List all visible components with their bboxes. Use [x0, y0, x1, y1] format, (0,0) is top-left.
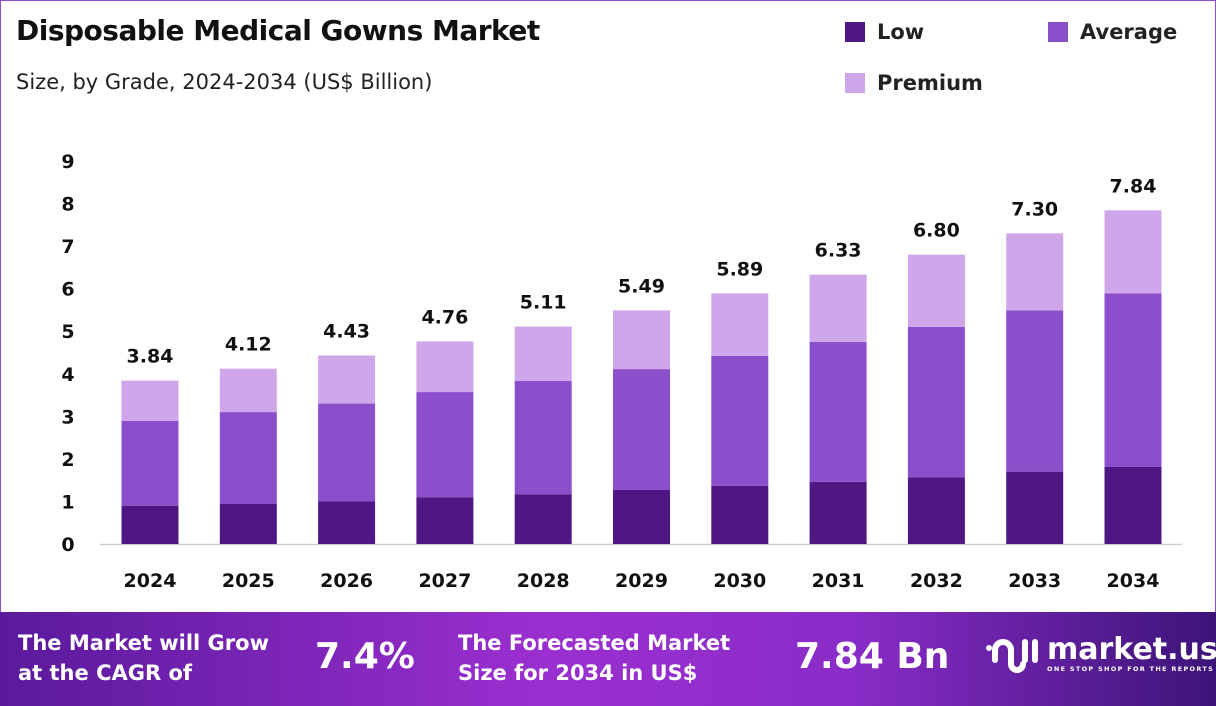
total-label-2025: 4.12	[225, 334, 272, 356]
total-label-2026: 4.43	[323, 320, 370, 342]
legend-item-average: Average	[1048, 20, 1177, 44]
bar-segment-premium-2027	[416, 341, 474, 393]
bar-segment-premium-2024	[121, 380, 179, 422]
y-tick-label: 0	[61, 534, 74, 556]
legend-label-average: Average	[1080, 20, 1178, 44]
total-label-2032: 6.80	[913, 220, 960, 242]
chart-subtitle: Size, by Grade, 2024-2034 (US$ Billion)	[16, 70, 433, 94]
bar-segment-average-2029	[613, 369, 670, 490]
total-label-2028: 5.11	[520, 292, 567, 314]
bar-segment-premium-2031	[809, 274, 867, 342]
bar-segment-average-2030	[711, 355, 769, 486]
legend-item-low: Low	[845, 20, 924, 44]
bar-segment-premium-2033	[1006, 233, 1064, 311]
chart-title: Disposable Medical Gowns Market	[16, 14, 540, 47]
y-tick-label: 4	[61, 364, 74, 386]
forecast-label-line2: Size for 2034 in US$	[458, 661, 698, 685]
legend-swatch-low	[845, 22, 865, 42]
x-tick-label-2028: 2028	[517, 570, 570, 592]
x-tick-label-2025: 2025	[222, 570, 275, 592]
bar-segment-premium-2032	[907, 254, 965, 327]
bar-chart: 0 1 2 3 4 5 6 7 8 9 3.84 2024 4.12 2025 4.43 2026 4.76 20…	[61, 151, 1182, 592]
bar-segment-average-2025	[219, 412, 277, 504]
cagr-label: The Market will Grow at the CAGR of	[18, 628, 269, 688]
bar-segment-low-2029	[613, 489, 670, 544]
bar-segment-premium-2028	[514, 326, 572, 382]
cagr-label-line1: The Market will Grow	[18, 631, 269, 655]
bar-segment-average-2032	[907, 326, 965, 478]
y-tick-label: 9	[61, 151, 74, 173]
x-tick-label-2033: 2033	[1008, 570, 1061, 592]
bar-segment-average-2027	[416, 392, 474, 498]
logo-icon	[986, 639, 1038, 673]
x-tick-label-2031: 2031	[812, 570, 865, 592]
bar-segment-average-2026	[318, 403, 376, 502]
bar-segment-premium-2030	[711, 293, 769, 356]
x-tick-label-2026: 2026	[320, 570, 373, 592]
legend-item-premium: Premium	[845, 71, 983, 95]
total-label-2024: 3.84	[127, 346, 174, 368]
legend-swatch-premium	[845, 73, 865, 93]
x-tick-label-2030: 2030	[713, 570, 766, 592]
total-label-2030: 5.89	[716, 258, 763, 280]
y-tick-label: 5	[61, 321, 74, 343]
logo-tagline: ONE STOP SHOP FOR THE REPORTS	[1047, 665, 1215, 673]
legend-swatch-average	[1048, 22, 1068, 42]
bar-segment-low-2024	[121, 505, 179, 544]
bar-segment-low-2030	[711, 485, 769, 544]
cagr-label-line2: at the CAGR of	[18, 661, 193, 685]
bar-segment-low-2033	[1006, 471, 1064, 544]
bar-segment-premium-2029	[613, 310, 670, 370]
bar-segment-low-2026	[318, 501, 376, 544]
bar-segment-average-2034	[1104, 293, 1162, 467]
bar-segment-average-2033	[1006, 310, 1064, 472]
legend-label-premium: Premium	[877, 71, 983, 95]
total-label-2031: 6.33	[815, 240, 862, 262]
bar-segment-premium-2026	[318, 355, 376, 404]
bar-segment-low-2025	[219, 503, 277, 544]
x-tick-label-2027: 2027	[418, 570, 471, 592]
footer-banner: The Market will Grow at the CAGR of 7.4%…	[0, 612, 1216, 706]
bar-segment-premium-2025	[219, 368, 277, 413]
forecast-label: The Forecasted Market Size for 2034 in U…	[458, 628, 730, 688]
x-tick-label-2029: 2029	[615, 570, 668, 592]
y-tick-label: 6	[61, 279, 74, 301]
x-tick-label-2034: 2034	[1107, 570, 1160, 592]
cagr-value: 7.4%	[315, 636, 415, 677]
x-tick-label-2024: 2024	[124, 570, 177, 592]
bar-segment-average-2024	[121, 421, 179, 506]
total-label-2033: 7.30	[1011, 198, 1058, 220]
bar-segment-average-2031	[809, 341, 867, 482]
y-tick-label: 3	[61, 406, 74, 428]
bar-segment-low-2032	[907, 477, 965, 544]
bar-segment-average-2028	[514, 381, 572, 495]
forecast-value: 7.84 Bn	[795, 636, 950, 677]
logo-name: market.us	[1047, 632, 1216, 667]
forecast-label-line1: The Forecasted Market	[458, 631, 731, 655]
y-tick-label: 2	[61, 449, 74, 471]
y-tick-label: 1	[61, 491, 74, 513]
legend-label-low: Low	[877, 20, 925, 44]
x-tick-label-2032: 2032	[910, 570, 963, 592]
y-tick-label: 8	[61, 194, 74, 216]
bar-segment-low-2027	[416, 497, 474, 544]
bar-segment-low-2034	[1104, 466, 1162, 544]
y-tick-label: 7	[61, 236, 74, 258]
total-label-2029: 5.49	[618, 275, 665, 297]
bar-segment-low-2031	[809, 481, 867, 544]
total-label-2034: 7.84	[1110, 175, 1157, 197]
bar-segment-low-2028	[514, 494, 572, 544]
total-label-2027: 4.76	[421, 306, 468, 328]
bar-segment-premium-2034	[1104, 210, 1162, 294]
market-us-logo: market.us ONE STOP SHOP FOR THE REPORTS	[985, 634, 1216, 674]
